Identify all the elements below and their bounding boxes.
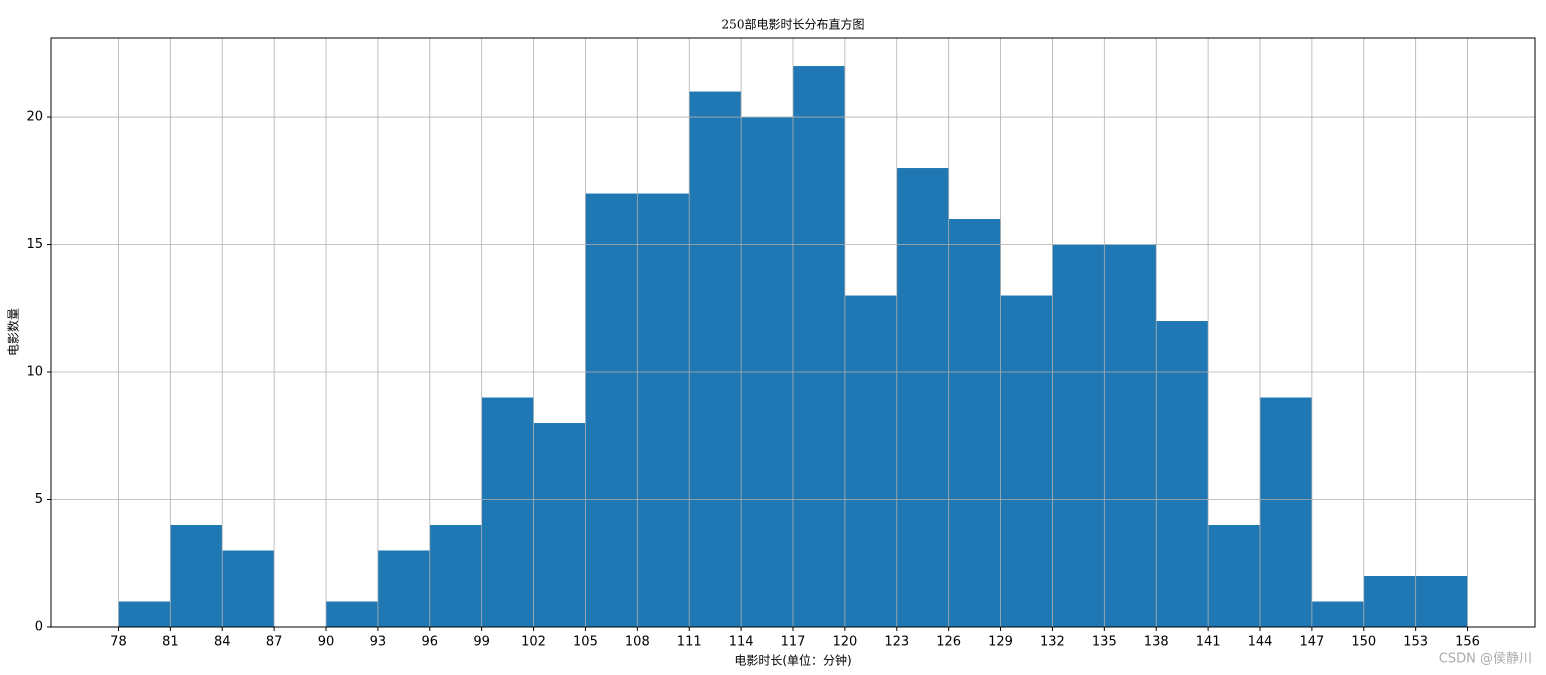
x-tick-label: 138 [1144, 635, 1169, 650]
x-tick-label: 111 [677, 635, 702, 650]
bar [170, 525, 223, 627]
x-tick-label: 150 [1351, 635, 1376, 650]
x-tick-label: 84 [214, 635, 231, 650]
y-tick-label: 20 [26, 110, 43, 125]
x-tick-label: 141 [1196, 635, 1221, 650]
x-tick-label: 96 [422, 635, 439, 650]
bar [844, 295, 897, 627]
x-tick-label: 81 [162, 635, 179, 650]
y-tick-label: 0 [35, 620, 43, 635]
x-tick-label: 126 [936, 635, 961, 650]
x-tick-label: 102 [521, 635, 546, 650]
bar [1000, 295, 1053, 627]
bar [689, 91, 742, 627]
bar [948, 219, 1001, 627]
watermark: CSDN @侯静川 [1439, 652, 1532, 667]
y-tick-label: 5 [35, 492, 43, 507]
x-tick-label: 105 [573, 635, 598, 650]
x-tick-label: 144 [1248, 635, 1273, 650]
bar [1104, 244, 1157, 627]
bar [533, 423, 586, 627]
x-tick-label: 156 [1455, 635, 1480, 650]
chart-title: 250部电影时长分布直方图 [722, 17, 865, 32]
bar [1363, 576, 1416, 627]
x-tick-label: 117 [781, 635, 806, 650]
bar [377, 550, 430, 627]
x-tick-label: 114 [729, 635, 754, 650]
x-tick-label: 153 [1403, 635, 1428, 650]
bar [793, 66, 845, 628]
x-tick-label: 78 [110, 635, 127, 650]
x-axis-label: 电影时长(单位：分钟) [734, 653, 851, 668]
x-tick-label: 93 [370, 635, 387, 650]
bar [222, 550, 275, 627]
bar [429, 525, 482, 627]
x-tick-label: 87 [266, 635, 283, 650]
x-tick-label: 135 [1092, 635, 1117, 650]
bar [896, 168, 949, 628]
bar [1052, 244, 1105, 627]
y-tick-label: 10 [26, 365, 43, 380]
x-tick-label: 120 [832, 635, 857, 650]
x-tick-label: 90 [318, 635, 335, 650]
x-tick-label: 132 [1040, 635, 1065, 650]
x-tick-label: 129 [988, 635, 1013, 650]
bar [1156, 321, 1209, 627]
y-axis-label: 电影数量 [6, 308, 21, 356]
bar [1415, 576, 1468, 627]
bar [326, 601, 378, 627]
bar [481, 397, 534, 627]
x-tick-label: 123 [884, 635, 909, 650]
bar [637, 193, 690, 627]
y-tick-label: 15 [26, 237, 43, 252]
x-tick-label: 147 [1299, 635, 1324, 650]
bar [118, 601, 171, 627]
bar [1311, 601, 1364, 627]
bar [1208, 525, 1260, 627]
x-tick-label: 99 [473, 635, 490, 650]
bar [585, 193, 638, 627]
bar [1259, 397, 1312, 627]
x-tick-label: 108 [625, 635, 650, 650]
plot-frame [50, 37, 1536, 628]
